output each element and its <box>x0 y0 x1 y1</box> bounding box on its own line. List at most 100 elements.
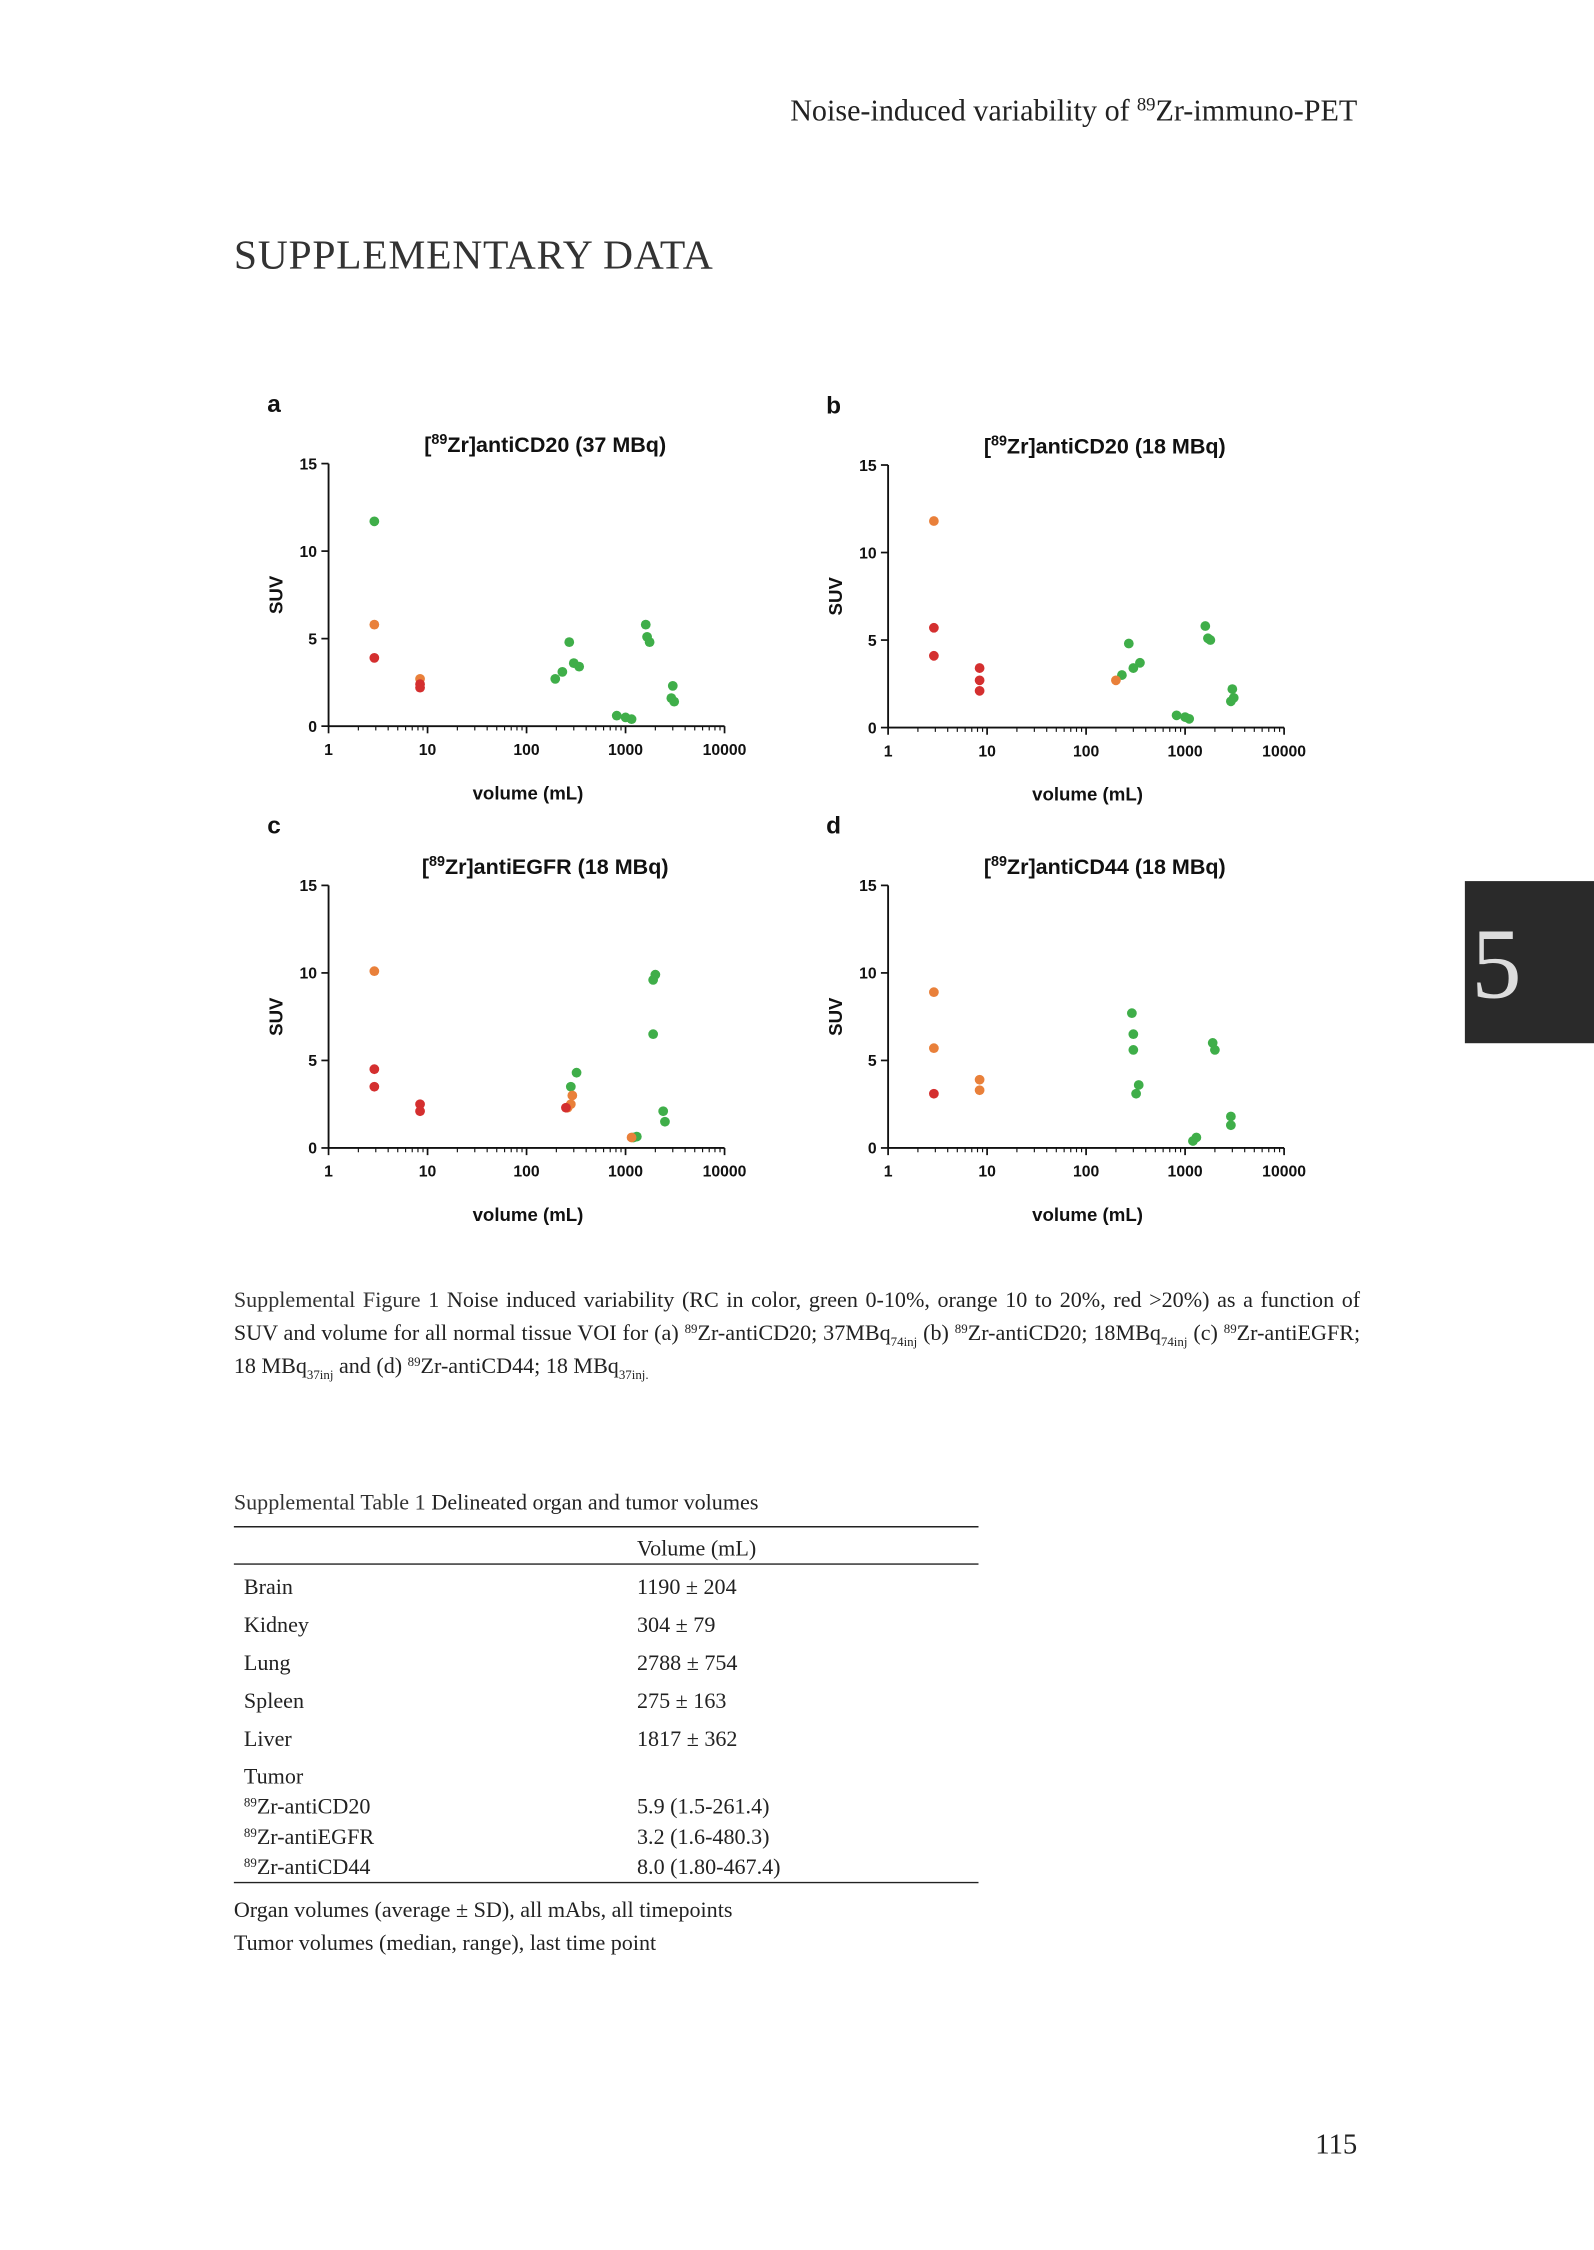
y-tick-label: 15 <box>300 456 318 473</box>
x-tick-label: 1000 <box>608 742 643 759</box>
caption-text: (b) <box>917 1321 955 1346</box>
row-label: Liver <box>244 1726 292 1751</box>
data-point <box>626 1132 637 1143</box>
panel-letter: b <box>826 392 841 419</box>
title-sup: 89 <box>429 854 445 870</box>
title-text: Zr]antiCD20 (37 MBq) <box>447 433 666 457</box>
y-tick-label: 5 <box>868 1053 877 1070</box>
data-point <box>669 696 680 707</box>
header-sup: 89 <box>1137 94 1156 115</box>
running-header: Noise-induced variability of 89Zr-immuno-… <box>790 94 1357 128</box>
row-label: Lung <box>244 1650 291 1675</box>
y-axis-label: SUV <box>825 577 846 616</box>
y-axis-label: SUV <box>266 997 287 1036</box>
panel-letter: d <box>826 813 841 840</box>
caption-sub: 74inj <box>890 1334 918 1349</box>
x-axis-label: volume (mL) <box>473 782 584 803</box>
caption-sup: 89 <box>407 1354 421 1369</box>
data-point <box>1225 1120 1236 1131</box>
caption-text: Zr-antiCD44; 18 MBq <box>420 1354 619 1379</box>
x-tick-label: 1000 <box>1168 1164 1203 1181</box>
x-tick-label: 100 <box>1073 743 1100 760</box>
x-tick-label: 1 <box>884 743 893 760</box>
x-tick-label: 10 <box>419 742 437 759</box>
table-note: Tumor volumes (median, range), last time… <box>234 1930 656 1955</box>
data-point <box>571 1067 582 1078</box>
data-point <box>567 1090 578 1101</box>
x-tick-label: 10000 <box>1262 743 1306 760</box>
data-point <box>1210 1045 1220 1055</box>
column-header: Volume (mL) <box>637 1535 756 1560</box>
data-point <box>1123 638 1134 649</box>
y-tick-label: 10 <box>300 966 318 983</box>
data-point <box>974 1074 985 1085</box>
data-point <box>564 637 575 648</box>
data-point <box>1171 710 1182 721</box>
y-tick-label: 10 <box>300 544 318 561</box>
section-title: SUPPLEMENTARY DATA <box>234 231 714 277</box>
subrow-value: 8.0 (1.80-467.4) <box>637 1854 781 1879</box>
table-caption: Supplemental Table 1 Delineated organ and… <box>234 1490 759 1515</box>
x-tick-label: 10 <box>978 1164 996 1181</box>
data-point <box>565 1081 576 1092</box>
data-point <box>1128 663 1139 673</box>
data-point <box>644 637 655 648</box>
caption: Supplemental Figure 1 Noise induced vari… <box>234 1284 1360 1383</box>
caption-text: Zr-antiEGFR; 18 MBq <box>233 1321 1361 1379</box>
title-text: Zr]antiCD20 (18 MBq) <box>1007 435 1226 459</box>
data-point <box>929 1043 939 1054</box>
header-text: Noise-induced variability of <box>790 94 1130 128</box>
x-tick-label: 1000 <box>608 1164 643 1181</box>
data-point <box>1225 1111 1236 1122</box>
data-point <box>369 619 380 630</box>
caption-sub: 37inj. <box>618 1367 649 1382</box>
data-point <box>1184 713 1195 724</box>
data-point <box>1228 692 1239 703</box>
data-point <box>1111 675 1121 686</box>
data-point <box>1191 1132 1202 1143</box>
title-text: [ <box>422 855 429 879</box>
caption-text: and (d) <box>333 1354 408 1379</box>
data-point <box>974 1085 985 1096</box>
data-point <box>369 652 380 663</box>
x-tick-label: 1 <box>324 742 333 759</box>
data-point <box>611 710 622 721</box>
y-tick-label: 5 <box>308 631 317 648</box>
y-tick-label: 5 <box>308 1053 317 1070</box>
data-point <box>929 650 939 661</box>
data-point <box>660 1116 670 1127</box>
row-value: 2788 ± 754 <box>637 1650 737 1675</box>
data-point <box>974 685 985 696</box>
data-point <box>1227 684 1238 694</box>
y-tick-label: 0 <box>868 720 877 737</box>
header-text: Zr-immuno-PET <box>1155 94 1357 128</box>
data-point <box>557 667 568 677</box>
data-point <box>1131 1088 1141 1099</box>
caption-sup: 89 <box>954 1321 968 1336</box>
data-point <box>574 661 585 672</box>
data-point <box>648 1029 659 1040</box>
row-label: Brain <box>244 1574 293 1599</box>
data-point <box>550 674 561 684</box>
subrow-label: 89Zr-antiCD44 <box>244 1854 371 1879</box>
title-text: Zr]antiEGFR (18 MBq) <box>445 855 669 879</box>
data-point <box>626 714 637 725</box>
x-tick-label: 100 <box>513 1164 540 1181</box>
subrow-sup: 89 <box>244 1824 257 1839</box>
y-tick-label: 15 <box>300 878 318 895</box>
title-text: [ <box>984 855 991 879</box>
title-text: [ <box>984 435 991 459</box>
x-tick-label: 10 <box>978 743 996 760</box>
x-tick-label: 10000 <box>703 742 747 759</box>
x-axis-label: volume (mL) <box>1032 784 1143 805</box>
title-sup: 89 <box>991 854 1007 870</box>
y-tick-label: 10 <box>859 545 877 562</box>
data-point <box>415 1099 425 1110</box>
data-point <box>974 675 985 686</box>
data-point <box>640 619 651 630</box>
x-axis-label: volume (mL) <box>1032 1204 1143 1225</box>
data-point <box>369 966 380 977</box>
caption-text: (c) <box>1187 1321 1224 1346</box>
y-tick-label: 0 <box>308 1141 317 1158</box>
